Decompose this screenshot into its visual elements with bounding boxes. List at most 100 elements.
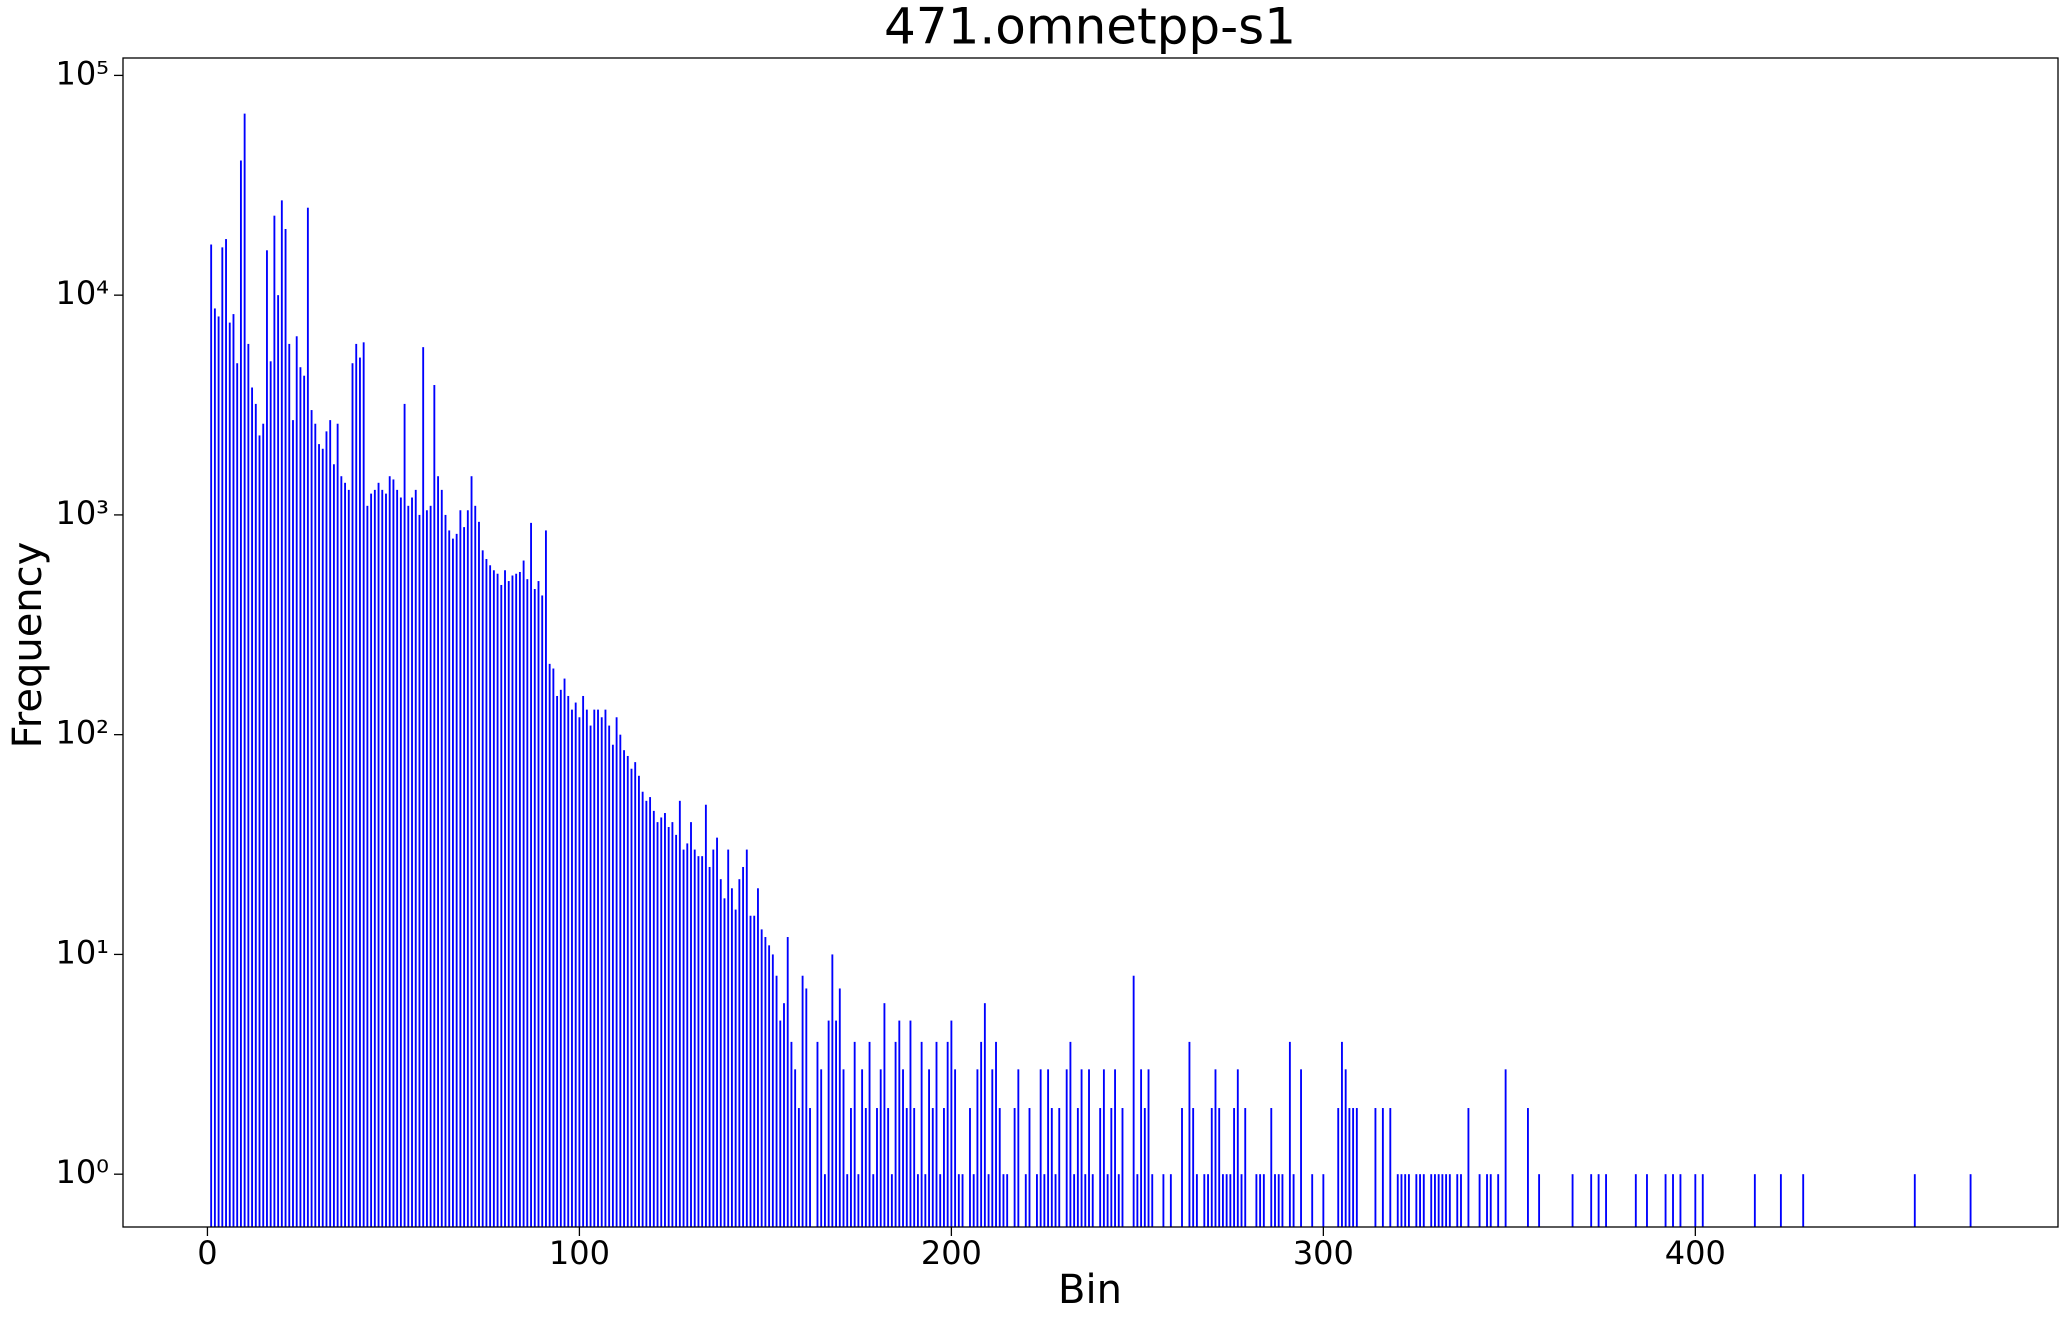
- bar: [210, 244, 213, 1227]
- bar: [370, 493, 373, 1227]
- x-tick-label: 400: [1665, 1234, 1726, 1272]
- bar: [853, 1041, 856, 1227]
- bar: [1121, 1108, 1124, 1227]
- bar: [1337, 1108, 1340, 1227]
- bar: [385, 493, 387, 1227]
- bar: [1221, 1174, 1224, 1227]
- bar: [1467, 1108, 1470, 1227]
- bar: [1162, 1174, 1165, 1227]
- y-tick-label: 10²: [55, 714, 109, 752]
- bar: [563, 678, 566, 1227]
- bar: [779, 1020, 782, 1227]
- bar: [552, 668, 555, 1227]
- y-axis-label: Frequency: [5, 542, 51, 749]
- bar: [876, 1108, 878, 1227]
- bar: [418, 514, 421, 1227]
- y-tick-label: 10¹: [55, 933, 109, 971]
- bar: [1701, 1174, 1704, 1227]
- chart-title: 471.omnetpp-s1: [884, 0, 1296, 56]
- bar: [429, 505, 432, 1227]
- bar: [835, 1020, 838, 1227]
- y-tick-label: 10⁰: [55, 1153, 109, 1191]
- bar: [336, 423, 339, 1227]
- bar: [1311, 1174, 1314, 1227]
- bar: [262, 423, 265, 1227]
- bar: [463, 527, 466, 1227]
- bar: [1478, 1174, 1481, 1227]
- bar: [433, 385, 436, 1228]
- bar: [783, 1003, 785, 1227]
- bar: [969, 1108, 971, 1227]
- bar: [916, 1174, 919, 1227]
- bar: [786, 937, 789, 1227]
- bar: [719, 879, 722, 1227]
- bar: [1456, 1174, 1459, 1227]
- bar: [1076, 1108, 1079, 1227]
- bar: [228, 322, 231, 1227]
- bar: [1114, 1069, 1116, 1227]
- bar: [664, 813, 666, 1227]
- bar: [604, 709, 607, 1227]
- x-axis-label: Bin: [1058, 1267, 1122, 1313]
- bar: [1195, 1174, 1198, 1227]
- bar: [879, 1069, 882, 1227]
- bar: [1069, 1041, 1072, 1227]
- bar: [1106, 1174, 1109, 1227]
- bar: [582, 695, 585, 1227]
- bar: [504, 570, 506, 1227]
- bar: [898, 1020, 901, 1227]
- bar: [1605, 1174, 1607, 1227]
- bar: [1441, 1174, 1444, 1227]
- bar: [935, 1041, 938, 1227]
- bar: [976, 1069, 979, 1227]
- bar: [1233, 1108, 1236, 1227]
- bar: [771, 954, 774, 1227]
- bar: [943, 1108, 945, 1227]
- bar: [861, 1069, 864, 1227]
- y-tick-label: 10⁵: [55, 54, 109, 92]
- bar: [913, 1108, 916, 1227]
- bar: [522, 560, 525, 1227]
- bar: [1341, 1041, 1343, 1227]
- bar: [630, 768, 633, 1227]
- bar: [1448, 1174, 1451, 1227]
- bar: [314, 423, 317, 1227]
- bar: [243, 113, 246, 1227]
- x-tick-label: 0: [197, 1234, 217, 1272]
- bar: [280, 200, 283, 1227]
- bar: [1277, 1174, 1280, 1227]
- x-tick-label: 200: [921, 1234, 982, 1272]
- bar: [1419, 1174, 1421, 1227]
- bar: [452, 538, 454, 1227]
- bar: [768, 945, 771, 1227]
- bar: [1013, 1108, 1016, 1227]
- bar: [980, 1041, 983, 1227]
- bar: [1188, 1041, 1191, 1227]
- bar: [541, 595, 544, 1227]
- bar: [1054, 1174, 1057, 1227]
- bar: [827, 1020, 830, 1227]
- bar: [950, 1020, 953, 1227]
- bar: [1039, 1069, 1042, 1227]
- bar: [258, 435, 261, 1227]
- bar: [872, 1174, 875, 1227]
- bar: [745, 849, 748, 1227]
- bar: [1322, 1174, 1325, 1227]
- bar: [842, 1069, 845, 1227]
- bar: [306, 207, 309, 1227]
- bar: [1065, 1069, 1068, 1227]
- bar: [1802, 1174, 1805, 1227]
- bar: [225, 239, 227, 1227]
- bar: [1694, 1174, 1697, 1227]
- bar: [846, 1174, 849, 1227]
- bar: [310, 410, 313, 1227]
- bar: [634, 762, 637, 1227]
- bar: [511, 575, 514, 1227]
- bar: [991, 1069, 994, 1227]
- bar: [1259, 1174, 1262, 1227]
- bar: [277, 295, 280, 1227]
- bar: [645, 800, 648, 1227]
- bar: [329, 420, 332, 1227]
- bar: [1047, 1069, 1050, 1227]
- bar: [1504, 1069, 1507, 1227]
